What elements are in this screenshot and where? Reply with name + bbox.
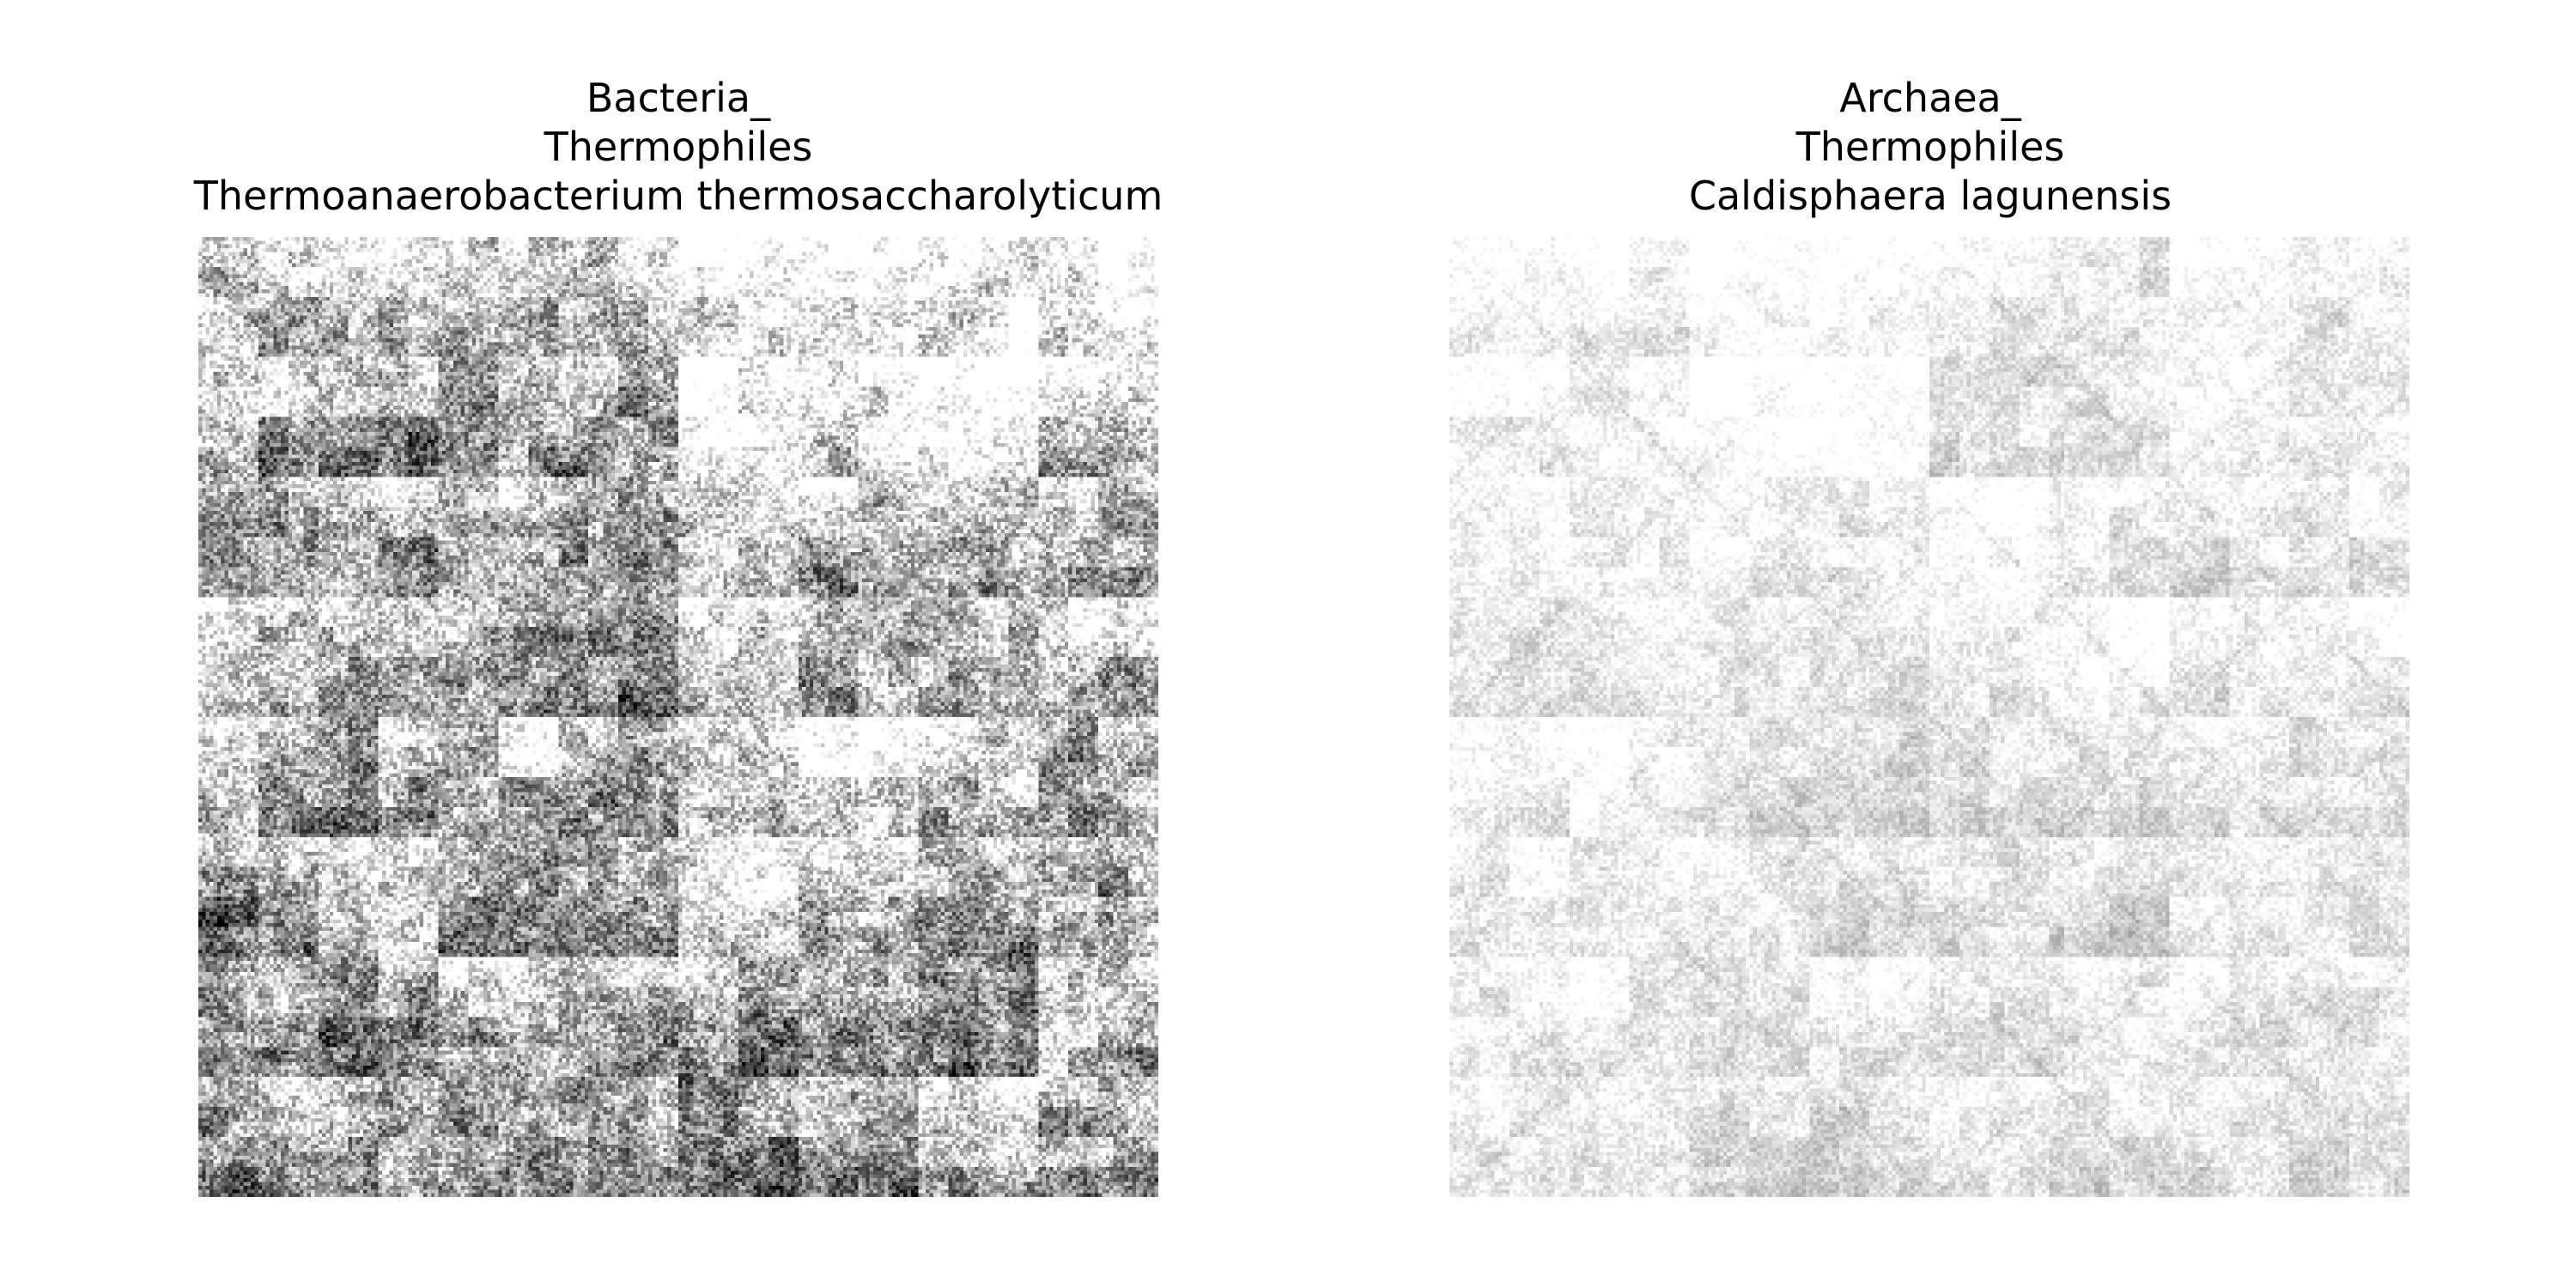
panel-title: Bacteria_ Thermophiles Thermoanaerobacte…	[0, 74, 1357, 221]
panel-title: Archaea_ Thermophiles Caldisphaera lagun…	[1252, 74, 2576, 221]
title-group: Thermophiles	[544, 124, 813, 170]
panel-bacteria: Bacteria_ Thermophiles Thermoanaerobacte…	[194, 75, 1163, 1197]
title-domain: Archaea_	[1839, 75, 2021, 121]
title-species: Caldisphaera lagunensis	[1688, 173, 2172, 219]
title-domain: Bacteria_	[586, 75, 771, 121]
fcgr-image-archaea	[1449, 237, 2409, 1197]
title-species: Thermoanaerobacterium thermosaccharolyti…	[193, 173, 1163, 219]
fcgr-image-bacteria	[198, 237, 1158, 1197]
panel-archaea: Archaea_ Thermophiles Caldisphaera lagun…	[1288, 0, 2576, 1288]
title-group: Thermophiles	[1795, 124, 2065, 170]
